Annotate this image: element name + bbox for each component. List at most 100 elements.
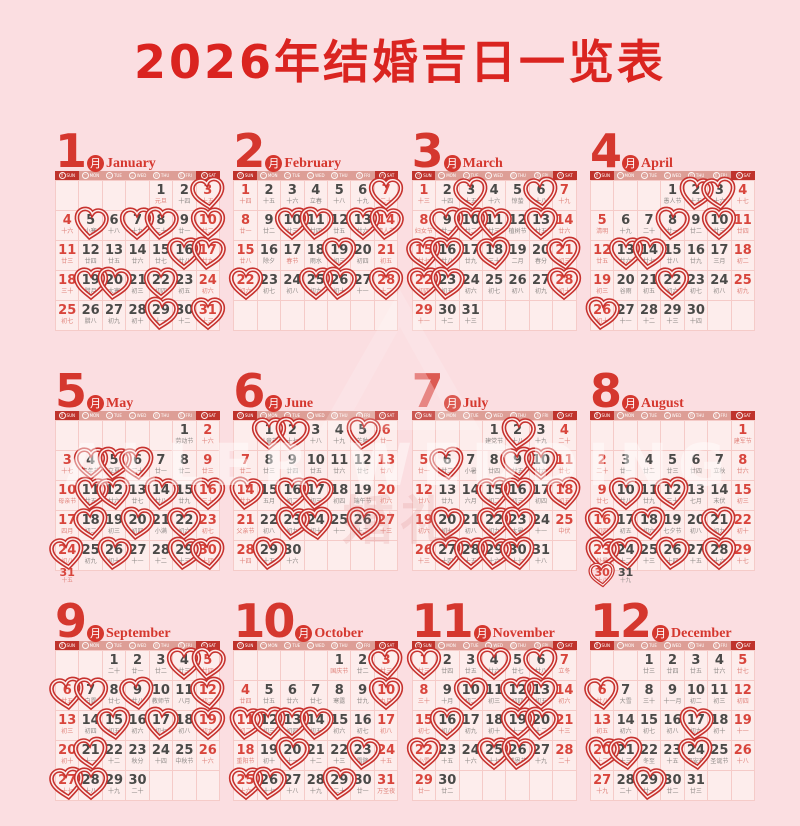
lunar-label: 初六 xyxy=(201,288,214,295)
weekday-label: TUE xyxy=(648,173,657,178)
day-cell: 6 二十 xyxy=(119,446,154,481)
day-cell: 25 十三 xyxy=(637,541,662,571)
weekday-label: MON xyxy=(624,643,635,648)
lunar-label: 十三 xyxy=(201,318,214,325)
day-number: 15 xyxy=(485,483,504,498)
lunar-label: 十六 xyxy=(286,558,299,565)
day-number: 26 xyxy=(593,303,612,318)
day-number: 13 xyxy=(531,683,551,698)
day-number: 10 xyxy=(531,453,551,468)
day-number: 4 xyxy=(489,183,499,198)
month-header: 7 月 July xyxy=(412,368,577,414)
weekday-label: SUN xyxy=(601,643,610,648)
day-number: 29 xyxy=(485,543,504,558)
day-cell: 30 二十 xyxy=(126,771,150,801)
day-number: 9 xyxy=(691,213,701,228)
day-number: 3 xyxy=(466,183,476,198)
weekday-label: FRI xyxy=(185,173,192,178)
day-cell: 12 廿八 xyxy=(412,481,437,511)
day-cell: 10 廿八 xyxy=(608,476,643,511)
month-name-en: July xyxy=(462,396,489,411)
day-cell: 27 十一 xyxy=(126,541,150,571)
day-cell: 22 十二 xyxy=(102,741,127,771)
day-number: 30 xyxy=(175,303,194,318)
day-cell: 28 十二 xyxy=(368,266,404,301)
day-number: 2 xyxy=(442,653,452,668)
lunar-label: 十五 xyxy=(201,198,214,205)
day-number: 11 xyxy=(175,683,194,698)
weekday-cn-icon: 六 xyxy=(200,172,208,179)
day-cell: 26 十六 xyxy=(196,741,220,771)
lunar-label: 廿八 xyxy=(619,498,632,505)
month-number: 4 xyxy=(589,124,622,178)
day-number: 18 xyxy=(58,273,77,288)
month-header: 10 月 October xyxy=(233,598,398,644)
day-number: 15 xyxy=(640,713,659,728)
day-cell: 24 平安夜 xyxy=(678,736,713,771)
day-number: 23 xyxy=(508,513,527,528)
weekday-fri: 五 FRI xyxy=(172,171,197,180)
day-cell: 19 初九 xyxy=(190,706,225,741)
lunar-label: 十二 xyxy=(535,728,548,735)
day-cell xyxy=(234,421,258,451)
weekday-cn-icon: 一 xyxy=(438,172,446,179)
weekday-thu: 四 THU xyxy=(505,411,530,420)
day-grid: 1 愚人节 2 十五 3 十六 4 十七 5 清明 6 十九 7 二十 8 廿一 9 廿二 10 廿三 11 廿四 12 廿五… xyxy=(585,176,755,331)
month-name-en: October xyxy=(314,626,364,641)
weekday-cn-icon: 五 xyxy=(355,412,363,419)
lunar-label: 十八 xyxy=(286,788,299,795)
lunar-label: 初四 xyxy=(511,698,524,705)
day-number: 6 xyxy=(62,683,72,698)
day-cell: 21 初八 xyxy=(459,511,483,541)
month-badge-icon: 月 xyxy=(87,625,105,642)
lunar-label: 十二 xyxy=(309,758,322,765)
lunar-label: 廿一 xyxy=(356,788,369,795)
day-cell: 8 寒露 xyxy=(328,681,352,711)
day-cell: 22 初八 xyxy=(257,511,282,541)
day-cell: 9 十一月 xyxy=(661,681,685,711)
weekday-tue: 二 TUE xyxy=(637,411,661,420)
month-april: 4 月 April 日 SUN 一 MON 二 TUE 三 WED 四 THU 五 FRI 六 SAT 1 愚人节 2… xyxy=(585,128,756,331)
day-cell: 21 父亲节 xyxy=(234,511,258,541)
day-number: 29 xyxy=(175,543,194,558)
day-cell: 13 初五 xyxy=(590,711,615,741)
day-cell: 18 初十 xyxy=(482,711,507,741)
day-cell: 15 廿八 xyxy=(661,241,685,271)
weekday-cn-icon: 日 xyxy=(58,642,66,649)
day-cell: 25 圣诞节 xyxy=(708,741,732,771)
day-cell: 25 初七 xyxy=(56,301,80,331)
day-number: 28 xyxy=(128,303,147,318)
weekday-cn-icon: 四 xyxy=(152,172,160,179)
day-cell xyxy=(590,421,615,451)
day-number: 18 xyxy=(555,483,574,498)
lunar-label: 初八 xyxy=(380,728,393,735)
day-cell: 4 廿二 xyxy=(637,451,662,481)
weekday-header: 日 SUN 一 MON 二 TUE 三 WED 四 THU 五 FRI 六 SAT xyxy=(411,171,577,180)
day-cell: 8 廿七 xyxy=(102,681,127,711)
day-number: 12 xyxy=(105,483,124,498)
weekday-cn-icon: 日 xyxy=(236,172,244,179)
day-cell xyxy=(196,771,220,801)
day-number: 16 xyxy=(175,243,194,258)
day-cell: 18 初四 xyxy=(328,481,352,511)
day-cell xyxy=(374,301,399,331)
lunar-label: 冬至 xyxy=(643,758,656,765)
lunar-label: 初五 xyxy=(643,288,656,295)
day-cell: 24 十五 xyxy=(374,741,399,771)
lunar-label: 初五 xyxy=(108,728,121,735)
month-name-en: November xyxy=(492,626,555,641)
weekday-label: WED xyxy=(671,413,682,418)
weekday-label: TUE xyxy=(292,643,301,648)
day-number: 4 xyxy=(644,453,654,468)
weekday-thu: 四 THU xyxy=(327,641,352,650)
lunar-label: 白露 xyxy=(84,698,97,705)
day-number: 29 xyxy=(733,543,752,558)
weekday-sat: 六 SAT xyxy=(553,411,577,420)
lunar-label: 初七 xyxy=(356,728,369,735)
day-number: 12 xyxy=(259,713,278,728)
day-cell xyxy=(482,301,507,331)
day-cell: 5 廿七 xyxy=(731,651,755,681)
lunar-label: 万圣夜 xyxy=(377,788,396,795)
lunar-label: 劳动节 xyxy=(175,438,194,445)
day-cell: 22 初四 xyxy=(143,266,179,301)
